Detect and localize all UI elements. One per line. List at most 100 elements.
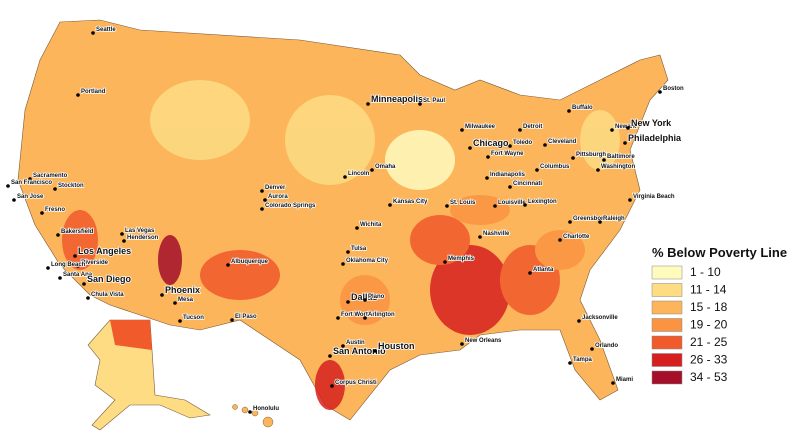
legend-items: 1 - 10 11 - 14 15 - 18 19 - 20 21 - 25 26 - 3… — [651, 265, 728, 385]
legend-label: 34 - 53 — [690, 370, 728, 384]
city-dot — [598, 220, 602, 224]
city-label: Plano — [368, 294, 385, 300]
hawaii — [232, 404, 274, 428]
city-label: Denver — [265, 185, 286, 191]
city-label: Las Vegas — [125, 228, 155, 234]
legend-swatch — [651, 353, 683, 367]
city-dot — [86, 296, 90, 300]
city-label: Cincinnati — [513, 181, 542, 187]
city-label: Buffalo — [572, 105, 593, 111]
city-dot — [346, 300, 350, 304]
city-dot — [626, 126, 630, 130]
city-label: Cleveland — [548, 139, 577, 145]
city-dot — [260, 207, 264, 211]
city-label: New Orleans — [465, 338, 502, 344]
city-dot — [508, 144, 512, 148]
city-dot — [263, 198, 267, 202]
city-label: Tucson — [183, 315, 204, 321]
city-label: Wichita — [360, 222, 382, 228]
city-label: Houston — [378, 341, 415, 351]
city-dot — [46, 266, 50, 270]
city-dot — [658, 90, 662, 94]
city-dot — [40, 211, 44, 215]
city-dot — [355, 226, 359, 230]
city-label: Tulsa — [351, 246, 367, 252]
city-dot — [460, 128, 464, 132]
city-label: Chicago — [473, 138, 509, 148]
legend: % Below Poverty Line 1 - 10 11 - 14 15 - 1… — [651, 245, 787, 385]
city-dot — [341, 344, 345, 348]
city-dot — [388, 203, 392, 207]
city-dot — [611, 381, 615, 385]
city-dot — [628, 198, 632, 202]
city-dot — [493, 204, 497, 208]
city-dot — [485, 176, 489, 180]
city-dot — [226, 263, 230, 267]
city-dot — [120, 232, 124, 236]
legend-swatch — [651, 265, 683, 280]
city-label: Kansas City — [393, 199, 428, 205]
city-dot — [160, 293, 164, 297]
city-label: Long Beach — [51, 262, 86, 268]
city-label: Lincoln — [348, 171, 370, 177]
city-label: Virginia Beach — [633, 194, 675, 200]
city-label: Omaha — [375, 164, 396, 170]
city-label: Fresno — [45, 207, 65, 213]
city-dot — [558, 238, 562, 242]
city-label: Detroit — [523, 124, 542, 130]
city-dot — [528, 271, 532, 275]
city-dot — [602, 158, 606, 162]
city-label: Aurora — [268, 194, 288, 200]
legend-label: 11 - 14 — [690, 283, 727, 297]
city-dot — [363, 316, 367, 320]
city-dot — [468, 146, 472, 150]
city-label: Seattle — [96, 27, 116, 33]
city-label: Philadelphia — [628, 133, 682, 143]
city-label: Santa Ana — [63, 272, 93, 278]
city-label: St. Louis — [450, 200, 476, 206]
legend-swatch — [651, 283, 683, 297]
city-label: Memphis — [448, 256, 475, 262]
city-dot — [341, 262, 345, 266]
city-dot — [91, 31, 95, 35]
city-dot — [366, 102, 370, 106]
city-dot — [76, 93, 80, 97]
city-label: Colorado Springs — [265, 203, 316, 209]
city-layer: Seattle Portland Minneapolis St. Paul Boston… — [6, 26, 685, 414]
city-dot — [543, 143, 547, 147]
city-dot — [373, 349, 377, 353]
city-label: Nashville — [483, 231, 510, 237]
city-label: St. Paul — [423, 98, 445, 104]
city-label: Boston — [663, 86, 684, 92]
city-dot — [58, 276, 62, 280]
city-dot — [178, 319, 182, 323]
city-label: Atlanta — [533, 267, 554, 273]
city-label: Indianapolis — [490, 172, 526, 178]
city-label: San Diego — [87, 274, 132, 284]
city-dot — [523, 203, 527, 207]
city-dot — [590, 347, 594, 351]
city-label: Pittsburgh — [576, 152, 606, 158]
city-dot — [6, 184, 10, 188]
city-dot — [577, 319, 581, 323]
city-label: Chula Vista — [91, 292, 124, 298]
city-label: Riverside — [81, 260, 109, 266]
city-dot — [12, 198, 16, 202]
city-dot — [508, 185, 512, 189]
city-label: Raleigh — [603, 216, 625, 222]
city-label: El Paso — [235, 314, 257, 320]
city-label: Dallas — [351, 292, 378, 302]
city-dot — [418, 102, 422, 106]
city-label: Milwaukee — [465, 124, 496, 130]
city-dot — [76, 264, 80, 268]
city-dot — [486, 155, 490, 159]
city-label: Sacramento — [33, 173, 68, 179]
city-label: Fort Wayne — [491, 151, 524, 157]
city-dot — [82, 282, 86, 286]
city-label: Columbus — [540, 164, 570, 170]
legend-label: 15 - 18 — [690, 300, 728, 314]
city-dot — [122, 239, 126, 243]
city-label: Oklahoma City — [346, 258, 389, 264]
city-label: Orlando — [595, 343, 618, 349]
city-dot — [28, 177, 32, 181]
